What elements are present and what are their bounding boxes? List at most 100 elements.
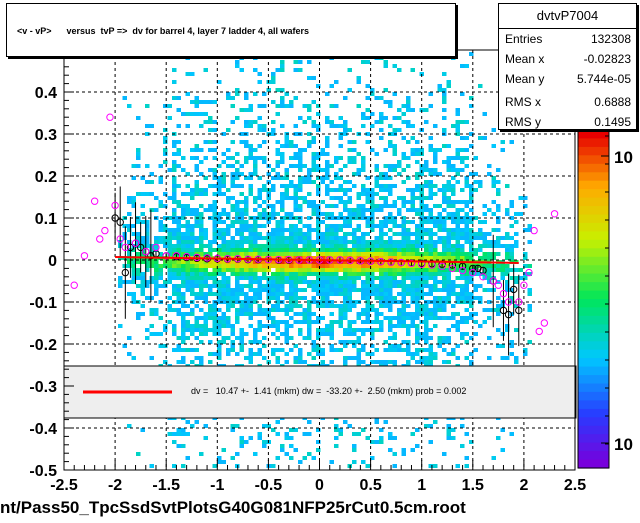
heatmap-cell — [145, 240, 150, 244]
heatmap-cell — [149, 248, 154, 252]
heatmap-cell — [509, 352, 514, 356]
heatmap-cell — [221, 192, 226, 196]
heatmap-cell — [127, 336, 132, 340]
heatmap-cell — [298, 60, 303, 64]
heatmap-cell — [469, 244, 474, 248]
heatmap-cell — [203, 280, 208, 284]
heatmap-cell — [374, 288, 379, 292]
heatmap-cell — [392, 224, 397, 228]
heatmap-cell — [311, 340, 316, 344]
heatmap-cell — [280, 260, 285, 264]
heatmap-cell — [347, 248, 352, 252]
heatmap-cell — [172, 260, 177, 264]
fit-result-text: dv = 10.47 +- 1.41 (mkm) dw = -33.20 +- … — [191, 386, 467, 396]
heatmap-cell — [311, 284, 316, 288]
heatmap-cell — [374, 348, 379, 352]
heatmap-cell — [433, 256, 438, 260]
heatmap-cell — [406, 292, 411, 296]
heatmap-cell — [140, 176, 145, 180]
heatmap-cell — [473, 312, 478, 316]
heatmap-cell — [428, 276, 433, 280]
heatmap-cell — [212, 312, 217, 316]
heatmap-cell — [356, 76, 361, 80]
heatmap-cell — [347, 332, 352, 336]
heatmap-cell — [275, 300, 280, 304]
heatmap-cell — [221, 172, 226, 176]
heatmap-cell — [239, 216, 244, 220]
heatmap-cell — [352, 172, 357, 176]
heatmap-cell — [410, 188, 415, 192]
heatmap-cell — [248, 312, 253, 316]
heatmap-cell — [374, 296, 379, 300]
heatmap-cell — [203, 176, 208, 180]
heatmap-cell — [163, 216, 168, 220]
heatmap-cell — [320, 236, 325, 240]
heatmap-cell — [388, 308, 393, 312]
heatmap-cell — [397, 196, 402, 200]
heatmap-cell — [271, 100, 276, 104]
heatmap-cell — [343, 240, 348, 244]
heatmap-cell — [514, 240, 519, 244]
heatmap-cell — [365, 200, 370, 204]
heatmap-cell — [356, 336, 361, 340]
heatmap-cell — [410, 192, 415, 196]
heatmap-cell — [347, 212, 352, 216]
data-point-pink — [520, 281, 528, 289]
heatmap-cell — [473, 248, 478, 252]
heatmap-cell — [374, 244, 379, 248]
heatmap-cell — [185, 172, 190, 176]
heatmap-cell — [496, 344, 501, 348]
heatmap-cell — [253, 260, 258, 264]
heatmap-cell — [284, 196, 289, 200]
data-point-pink — [535, 327, 543, 336]
heatmap-cell — [257, 124, 262, 128]
heatmap-cell — [311, 204, 316, 208]
heatmap-cell — [379, 296, 384, 300]
heatmap-cell — [280, 244, 285, 248]
heatmap-cell — [487, 280, 492, 284]
heatmap-cell — [347, 216, 352, 220]
heatmap-cell — [325, 252, 330, 256]
heatmap-cell — [482, 212, 487, 216]
heatmap-cell — [424, 332, 429, 336]
heatmap-cell — [437, 148, 442, 152]
heatmap-cell — [190, 348, 195, 352]
heatmap-cell — [244, 284, 249, 288]
heatmap-cell — [131, 260, 136, 264]
heatmap-cell — [239, 68, 244, 72]
heatmap-cell — [163, 136, 168, 140]
heatmap-cell — [379, 428, 384, 432]
heatmap-cell — [190, 284, 195, 288]
heatmap-cell — [131, 224, 136, 228]
heatmap-cell — [235, 352, 240, 356]
heatmap-cell — [239, 268, 244, 272]
heatmap-cell — [338, 188, 343, 192]
heatmap-cell — [298, 152, 303, 156]
heatmap-cell — [248, 264, 253, 268]
heatmap-cell — [280, 256, 285, 260]
heatmap-cell — [401, 236, 406, 240]
heatmap-cell — [239, 300, 244, 304]
heatmap-cell — [383, 100, 388, 104]
heatmap-cell — [325, 292, 330, 296]
heatmap-cell — [167, 280, 172, 284]
heatmap-cell — [307, 300, 312, 304]
heatmap-cell — [217, 252, 222, 256]
heatmap-cell — [460, 156, 465, 160]
heatmap-cell — [424, 220, 429, 224]
heatmap-cell — [262, 124, 267, 128]
heatmap-cell — [208, 352, 213, 356]
heatmap-cell — [266, 268, 271, 272]
heatmap-cell — [464, 272, 469, 276]
heatmap-cell — [131, 292, 136, 296]
heatmap-cell — [496, 264, 501, 268]
heatmap-cell — [248, 176, 253, 180]
heatmap-cell — [289, 184, 294, 188]
heatmap-cell — [451, 156, 456, 160]
heatmap-cell — [212, 264, 217, 268]
palette-swatch — [578, 231, 609, 241]
heatmap-cell — [257, 252, 262, 256]
heatmap-cell — [181, 156, 186, 160]
heatmap-cell — [338, 144, 343, 148]
heatmap-cell — [401, 168, 406, 172]
